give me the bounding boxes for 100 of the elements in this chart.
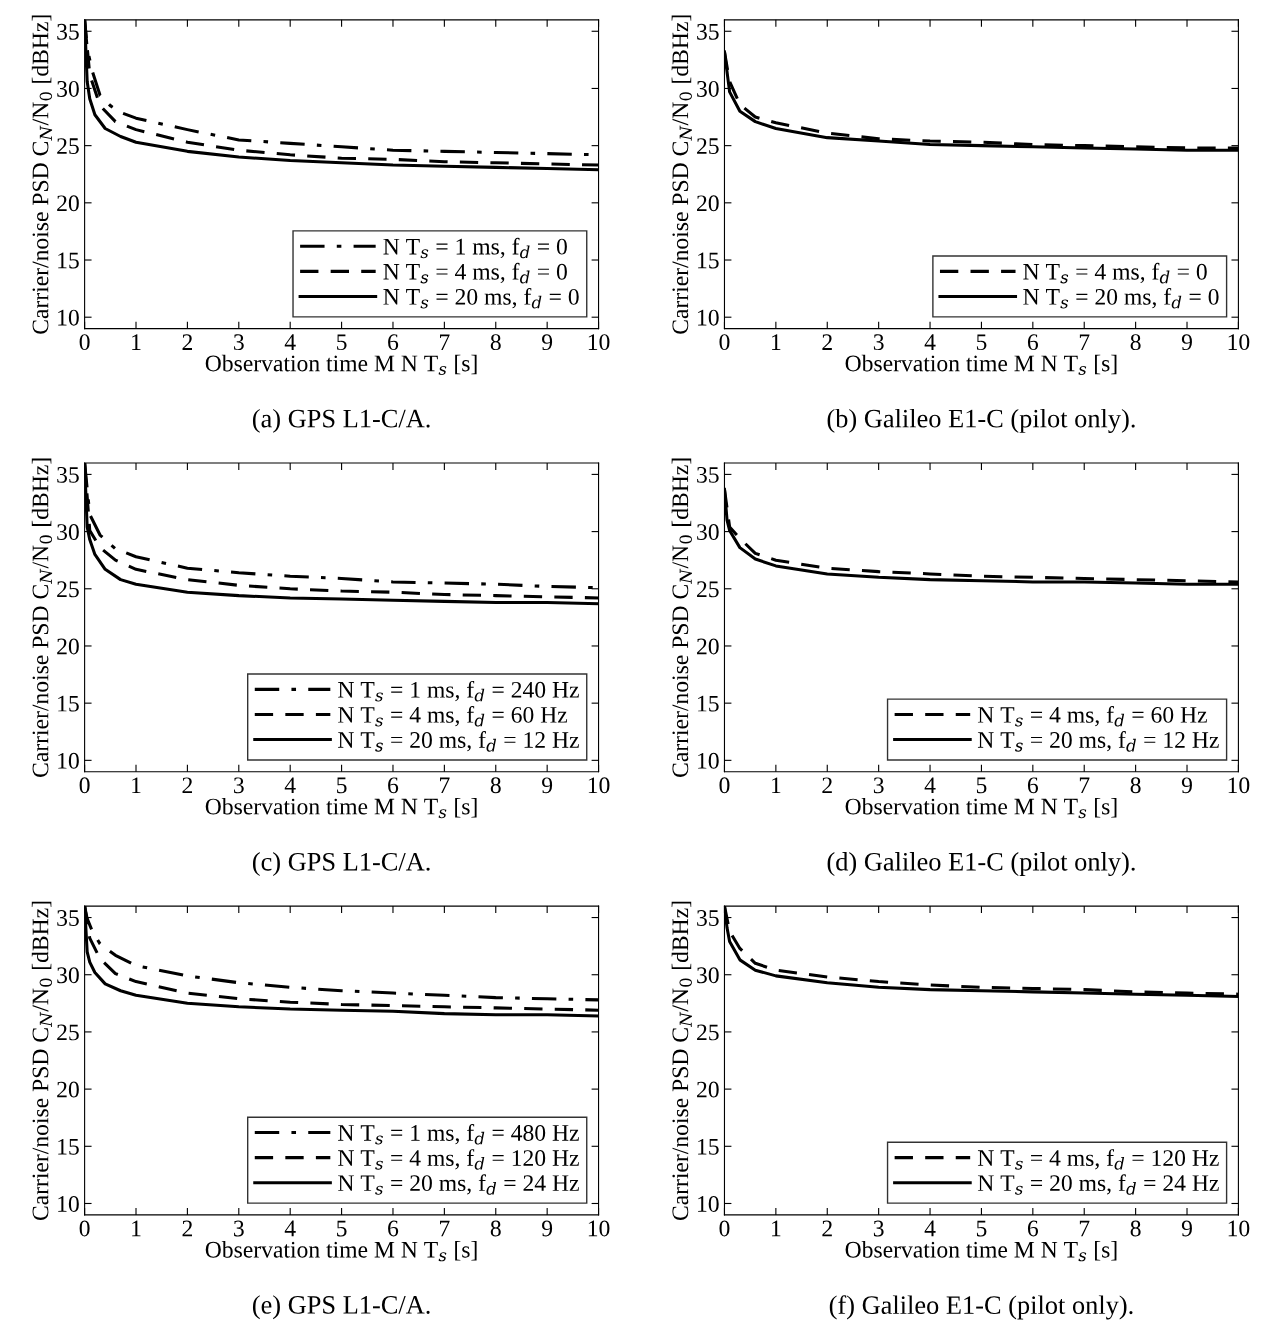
x-tick-label: 3 — [873, 1220, 884, 1237]
x-tick-label: 6 — [388, 334, 399, 351]
y-tick-label: 20 — [57, 195, 79, 212]
y-tick-label: 30 — [57, 967, 79, 984]
x-tick-label: 1 — [772, 334, 781, 350]
legend-label: N T$_{s}$ = 4 ms, f$_{d}$ = 60 Hz — [977, 706, 1207, 727]
y-tick-label: 15 — [698, 695, 719, 712]
x-tick-label: 10 — [1228, 777, 1250, 794]
x-tick-label: 3 — [234, 334, 244, 351]
x-tick-label: 0 — [719, 334, 730, 351]
x-tick-label: 10 — [588, 334, 610, 351]
y-tick-label: 25 — [697, 1024, 719, 1041]
x-tick-label: 8 — [1130, 1220, 1141, 1237]
x-tick-label: 10 — [588, 1220, 610, 1237]
legend-label: N T$_{s}$ = 20 ms, f$_{d}$ = 0 — [1023, 287, 1219, 309]
y-tick-label: 35 — [697, 23, 719, 40]
x-tick-label: 6 — [388, 1220, 399, 1237]
y-tick-label: 30 — [57, 524, 79, 541]
x-tick-label: 9 — [1181, 777, 1192, 794]
y-axis-title: Carrier/noise PSD C$_{N}$/N$_{0}$ [dBHz] — [31, 901, 53, 1221]
x-tick-label: 1 — [132, 1220, 141, 1237]
x-tick-label: 8 — [490, 1220, 501, 1237]
x-tick-label: 3 — [873, 777, 884, 794]
x-tick-label: 7 — [440, 1220, 450, 1237]
y-tick-label: 20 — [57, 1081, 79, 1098]
x-tick-label: 8 — [490, 777, 501, 794]
x-tick-label: 3 — [873, 334, 884, 351]
y-tick-label: 30 — [697, 967, 719, 984]
y-tick-label: 20 — [697, 638, 719, 655]
x-tick-label: 9 — [542, 1220, 553, 1237]
x-tick-label: 10 — [1228, 1220, 1250, 1237]
x-tick-label: 2 — [182, 334, 192, 350]
legend-label: N T$_{s}$ = 4 ms, f$_{d}$ = 60 Hz — [338, 706, 568, 727]
y-tick-label: 35 — [697, 910, 719, 926]
y-axis-title: Carrier/noise PSD C$_{N}$/N$_{0}$ [dBHz] — [671, 901, 692, 1221]
y-tick-label: 25 — [57, 581, 79, 598]
x-tick-label: 3 — [234, 777, 244, 794]
y-tick-label: 10 — [58, 752, 79, 769]
y-axis-title: Carrier/noise PSD C$_{N}$/N$_{0}$ [dBHz] — [671, 15, 692, 334]
x-tick-label: 8 — [1130, 334, 1141, 351]
y-tick-label: 35 — [57, 23, 79, 40]
y-tick-label: 25 — [697, 581, 719, 598]
x-tick-label: 3 — [234, 1220, 244, 1237]
x-tick-label: 5 — [976, 334, 987, 351]
text: (b) Galileo E1-C (pilot only). — [827, 408, 1135, 433]
y-tick-label: 15 — [698, 252, 719, 269]
y-tick-label: 35 — [697, 466, 719, 483]
x-tick-label: 4 — [924, 1220, 936, 1237]
x-tick-label: 4 — [284, 1220, 296, 1237]
y-tick-label: 20 — [57, 638, 79, 655]
x-tick-label: 6 — [1027, 1220, 1039, 1237]
x-axis-title: Observation time M N T$_{s}$ [s] — [205, 354, 477, 376]
x-axis-title: Observation time M N T$_{s}$ [s] — [845, 354, 1117, 376]
text: (d) Galileo E1-C (pilot only). — [827, 852, 1135, 877]
x-tick-label: 0 — [79, 1220, 90, 1237]
x-tick-label: 2 — [182, 777, 192, 794]
y-tick-label: 10 — [58, 1195, 79, 1212]
x-tick-label: 2 — [182, 1220, 192, 1237]
legend-label: N T$_{s}$ = 20 ms, f$_{d}$ = 0 — [383, 287, 579, 309]
y-tick-label: 10 — [698, 309, 719, 326]
x-tick-label: 5 — [976, 777, 987, 794]
y-tick-label: 10 — [58, 309, 79, 326]
x-axis-title: Observation time M N T$_{s}$ [s] — [205, 1241, 477, 1262]
x-tick-label: 5 — [337, 777, 347, 794]
text: (a) GPS L1-C/A. — [252, 408, 430, 433]
y-tick-label: 25 — [57, 1024, 79, 1041]
y-axis-title: Carrier/noise PSD C$_{N}$/N$_{0}$ [dBHz] — [31, 458, 53, 777]
x-tick-label: 5 — [337, 1220, 347, 1237]
y-tick-label: 35 — [57, 466, 79, 483]
legend-label: N T$_{s}$ = 4 ms, f$_{d}$ = 0 — [383, 262, 567, 284]
x-tick-label: 7 — [1079, 334, 1090, 350]
y-tick-label: 30 — [697, 80, 719, 97]
x-tick-label: 6 — [388, 777, 399, 794]
y-tick-label: 25 — [57, 138, 79, 155]
legend-label: N T$_{s}$ = 4 ms, f$_{d}$ = 120 Hz — [338, 1149, 579, 1170]
x-tick-label: 5 — [976, 1220, 987, 1237]
x-tick-label: 6 — [1027, 334, 1039, 351]
legend-label: N T$_{s}$ = 20 ms, f$_{d}$ = 12 Hz — [977, 731, 1219, 752]
y-tick-label: 15 — [58, 1138, 79, 1155]
x-tick-label: 1 — [772, 1220, 781, 1237]
x-tick-label: 1 — [132, 777, 141, 794]
x-tick-label: 2 — [822, 334, 832, 350]
y-tick-label: 25 — [697, 138, 719, 155]
x-tick-label: 1 — [132, 334, 141, 350]
x-tick-label: 9 — [1181, 1220, 1192, 1237]
y-tick-label: 30 — [697, 524, 719, 541]
x-tick-label: 10 — [1228, 334, 1250, 351]
x-tick-label: 0 — [719, 1220, 730, 1237]
x-tick-label: 6 — [1027, 777, 1039, 794]
x-tick-label: 4 — [284, 777, 296, 794]
x-tick-label: 1 — [772, 777, 781, 794]
y-tick-label: 15 — [698, 1138, 719, 1155]
legend-label: N T$_{s}$ = 20 ms, f$_{d}$ = 24 Hz — [338, 1174, 579, 1195]
x-tick-label: 2 — [822, 1220, 832, 1237]
x-tick-label: 0 — [79, 777, 90, 794]
legend-label: N T$_{s}$ = 20 ms, f$_{d}$ = 24 Hz — [977, 1174, 1219, 1195]
x-axis-title: Observation time M N T$_{s}$ [s] — [205, 797, 477, 819]
y-tick-label: 30 — [57, 80, 79, 97]
x-tick-label: 7 — [1079, 1220, 1090, 1237]
y-axis-title: Carrier/noise PSD C$_{N}$/N$_{0}$ [dBHz] — [31, 15, 53, 334]
